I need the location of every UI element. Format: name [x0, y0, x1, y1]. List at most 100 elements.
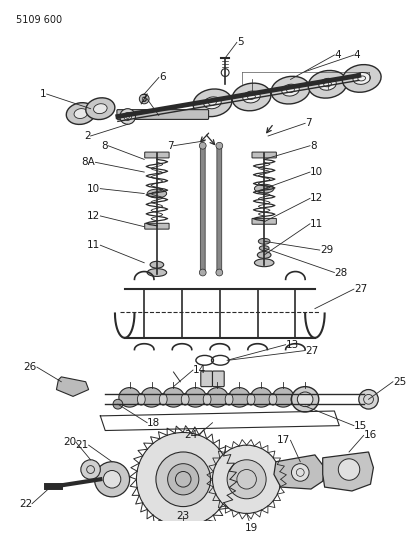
Ellipse shape	[225, 393, 232, 405]
FancyBboxPatch shape	[216, 146, 221, 273]
Ellipse shape	[147, 189, 166, 198]
FancyBboxPatch shape	[252, 219, 276, 224]
Ellipse shape	[254, 184, 273, 193]
Ellipse shape	[254, 259, 273, 266]
Text: 8: 8	[309, 141, 316, 151]
Ellipse shape	[140, 387, 162, 407]
Circle shape	[216, 142, 222, 149]
Ellipse shape	[247, 393, 254, 405]
Ellipse shape	[257, 252, 270, 259]
Circle shape	[227, 460, 265, 499]
Ellipse shape	[342, 64, 380, 92]
FancyBboxPatch shape	[200, 371, 212, 386]
Ellipse shape	[181, 393, 189, 405]
Circle shape	[124, 112, 131, 120]
Polygon shape	[273, 455, 324, 489]
Ellipse shape	[137, 393, 145, 405]
Ellipse shape	[291, 386, 318, 412]
Circle shape	[212, 445, 280, 513]
Circle shape	[155, 452, 210, 506]
Ellipse shape	[162, 387, 184, 407]
FancyBboxPatch shape	[144, 152, 169, 158]
Text: 3: 3	[140, 94, 147, 104]
Ellipse shape	[258, 246, 268, 251]
Circle shape	[199, 269, 206, 276]
Text: 10: 10	[309, 167, 322, 177]
Ellipse shape	[228, 387, 249, 407]
Ellipse shape	[268, 393, 276, 405]
Text: 21: 21	[75, 440, 88, 450]
Ellipse shape	[231, 83, 270, 111]
FancyBboxPatch shape	[144, 223, 169, 229]
Ellipse shape	[318, 78, 335, 90]
Text: 5109 600: 5109 600	[16, 15, 63, 25]
Text: 25: 25	[392, 377, 405, 387]
Ellipse shape	[308, 70, 346, 98]
Ellipse shape	[250, 387, 271, 407]
Ellipse shape	[281, 84, 299, 96]
Text: 22: 22	[19, 499, 32, 508]
Ellipse shape	[193, 89, 231, 117]
Text: 10: 10	[87, 184, 100, 193]
Text: 7: 7	[166, 141, 173, 151]
Ellipse shape	[150, 261, 163, 268]
Circle shape	[139, 94, 149, 104]
Ellipse shape	[258, 238, 270, 244]
FancyBboxPatch shape	[252, 152, 276, 158]
FancyBboxPatch shape	[117, 110, 208, 119]
Circle shape	[136, 432, 229, 526]
Circle shape	[337, 459, 359, 480]
Circle shape	[119, 109, 135, 124]
Text: 4: 4	[334, 50, 340, 60]
Text: 12: 12	[87, 211, 100, 221]
Text: 2: 2	[84, 131, 90, 141]
Circle shape	[103, 471, 121, 488]
Circle shape	[167, 464, 198, 495]
Text: 13: 13	[285, 340, 298, 350]
Text: 29: 29	[319, 245, 332, 255]
Text: 7: 7	[304, 118, 311, 128]
FancyBboxPatch shape	[200, 146, 204, 273]
Polygon shape	[56, 377, 88, 397]
Circle shape	[199, 142, 206, 149]
Ellipse shape	[352, 72, 369, 84]
Text: 4: 4	[353, 50, 360, 60]
Circle shape	[358, 390, 378, 409]
Ellipse shape	[119, 387, 140, 407]
Text: 5: 5	[236, 37, 243, 47]
Polygon shape	[322, 452, 373, 491]
Ellipse shape	[74, 109, 88, 118]
Text: 8: 8	[101, 141, 108, 151]
Ellipse shape	[290, 393, 298, 405]
FancyBboxPatch shape	[212, 371, 224, 386]
Circle shape	[216, 269, 222, 276]
Text: 1: 1	[40, 89, 47, 99]
Ellipse shape	[85, 98, 115, 119]
Text: 6: 6	[158, 72, 165, 83]
Text: 8A: 8A	[81, 157, 95, 167]
Ellipse shape	[66, 103, 95, 124]
Text: 19: 19	[244, 523, 258, 533]
Circle shape	[94, 462, 129, 497]
Text: 17: 17	[276, 435, 290, 445]
Ellipse shape	[294, 387, 315, 407]
Text: 11: 11	[87, 240, 100, 250]
Ellipse shape	[272, 387, 293, 407]
Text: 12: 12	[309, 193, 322, 204]
Text: 28: 28	[334, 268, 347, 278]
Text: 26: 26	[24, 362, 37, 372]
Ellipse shape	[93, 104, 107, 114]
Ellipse shape	[206, 387, 227, 407]
Ellipse shape	[297, 392, 312, 407]
Ellipse shape	[270, 76, 309, 104]
Text: 23: 23	[176, 511, 189, 521]
Text: 18: 18	[147, 418, 160, 427]
Text: 24: 24	[184, 430, 198, 440]
Circle shape	[291, 464, 308, 481]
Text: 20: 20	[63, 437, 76, 447]
Ellipse shape	[242, 91, 260, 103]
Text: 14: 14	[193, 365, 206, 375]
Text: 27: 27	[353, 284, 366, 294]
Text: 16: 16	[363, 430, 376, 440]
Circle shape	[113, 399, 122, 409]
